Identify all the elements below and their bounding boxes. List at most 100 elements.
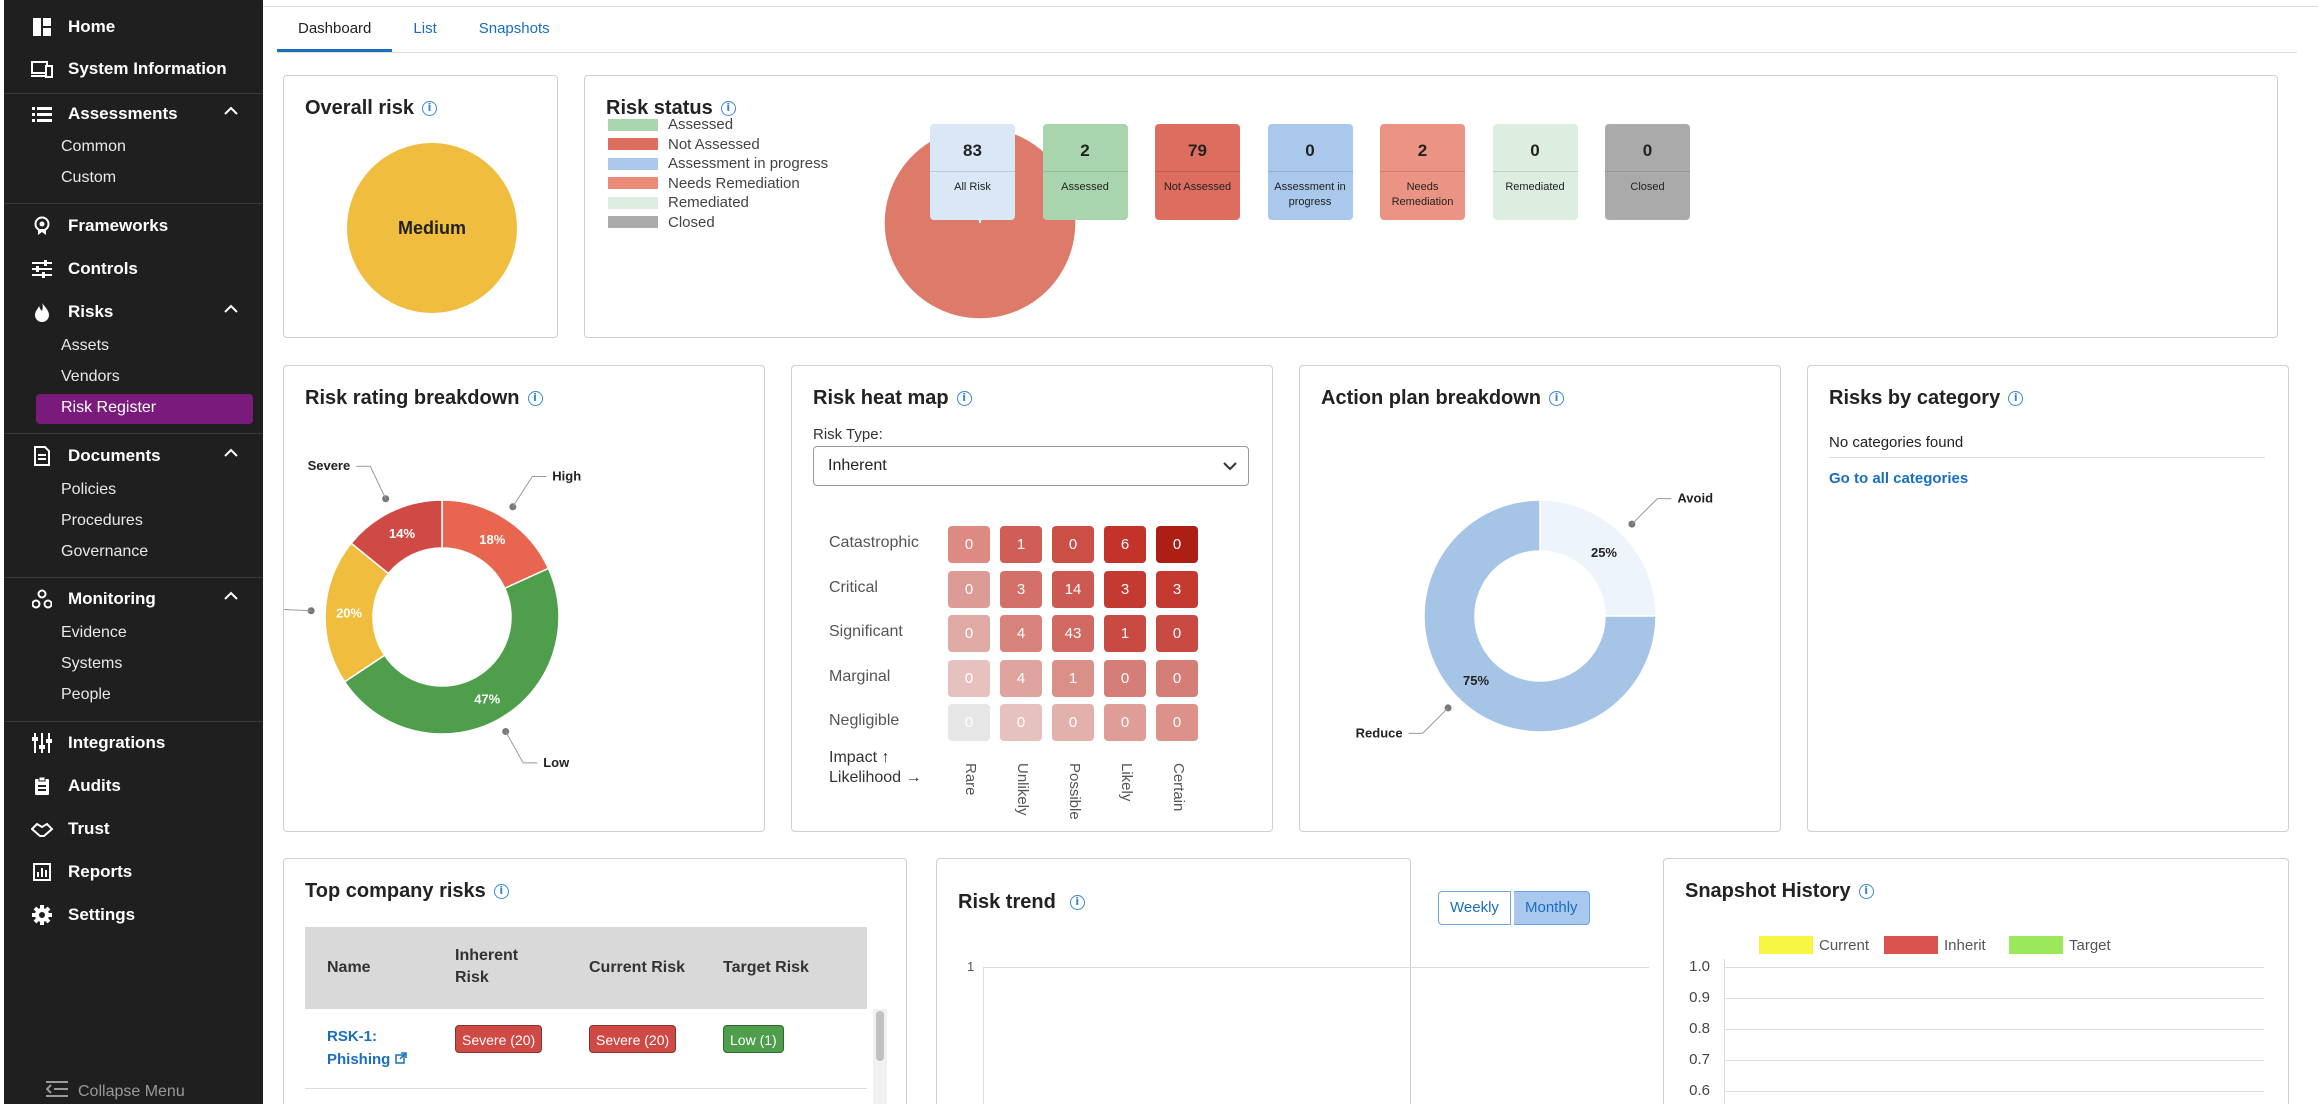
stat-count: 0 [1605, 124, 1690, 172]
heat-cell[interactable]: 4 [1000, 615, 1042, 652]
donut-segment-avoid[interactable] [1539, 499, 1657, 617]
info-icon[interactable]: i [720, 101, 736, 116]
donut-segment-low[interactable] [343, 567, 560, 735]
table-row[interactable]: RSK-1: Phishing Severe (20) Severe (20) … [305, 1009, 867, 1089]
nav-sub-assets[interactable]: Assets [61, 337, 110, 354]
info-icon[interactable]: i [1549, 391, 1565, 406]
heat-cell[interactable]: 0 [948, 704, 990, 741]
nav-integrations[interactable]: Integrations [4, 722, 263, 764]
nav-monitoring[interactable]: Monitoring [4, 578, 263, 620]
go-to-categories-link[interactable]: Go to all categories [1829, 470, 1969, 487]
table-scrollbar[interactable] [873, 1009, 887, 1104]
nav-system-information[interactable]: System Information [4, 48, 263, 90]
heat-cell[interactable]: 0 [1104, 659, 1146, 697]
stat-tile[interactable]: 0 Assessment in progress [1267, 124, 1353, 220]
heat-cell[interactable]: 4 [1000, 659, 1042, 697]
heat-cell[interactable]: 0 [948, 615, 990, 652]
heat-cell[interactable]: 0 [1052, 526, 1094, 563]
info-icon[interactable]: i [421, 101, 437, 116]
chevron-up-icon[interactable] [223, 103, 239, 124]
snapshot-history-title: Snapshot History i [1685, 880, 1874, 903]
stat-label: Remediated [1505, 181, 1565, 193]
heat-cell[interactable]: 0 [1000, 704, 1042, 741]
nav-sub-systems[interactable]: Systems [61, 655, 123, 672]
stat-tile[interactable]: 79 Not Assessed [1155, 124, 1240, 220]
heat-cell[interactable]: 0 [948, 570, 990, 608]
donut-segment-severe[interactable] [350, 499, 443, 575]
col-inherent-risk[interactable]: Inherent Risk [455, 947, 519, 986]
heat-cell[interactable]: 3 [1000, 570, 1042, 608]
legend-item: Not Assessed [608, 136, 760, 153]
stat-tile[interactable]: 0 Remediated [1492, 124, 1578, 220]
heat-cell[interactable]: 0 [1156, 526, 1198, 563]
nav-documents[interactable]: Documents [4, 435, 263, 477]
nav-frameworks[interactable]: Frameworks [4, 205, 263, 247]
stat-tile[interactable]: 83 All Risk [930, 124, 1015, 220]
heat-cell[interactable]: 14 [1052, 570, 1094, 608]
heat-cell[interactable]: 3 [1156, 570, 1198, 608]
heat-cell[interactable]: 0 [948, 659, 990, 697]
heat-cell[interactable]: 0 [1156, 704, 1198, 741]
weekly-toggle[interactable]: Weekly [1438, 891, 1511, 925]
risk-name-link[interactable]: RSK-1: Phishing [327, 1025, 407, 1071]
stat-count: 2 [1380, 124, 1465, 172]
nav-assessments[interactable]: Assessments [4, 93, 263, 135]
heat-cell[interactable]: 3 [1104, 570, 1146, 608]
nav-sub-governance[interactable]: Governance [61, 543, 149, 560]
stat-tile[interactable]: 2 Assessed [1042, 124, 1128, 220]
nav-sub-custom[interactable]: Custom [61, 169, 117, 186]
info-icon[interactable]: i [527, 391, 543, 406]
monthly-toggle[interactable]: Monthly [1514, 891, 1590, 925]
scrollbar-thumb[interactable] [876, 1011, 884, 1061]
nav-reports[interactable]: Reports [4, 851, 263, 893]
nav-settings[interactable]: Settings [4, 894, 263, 936]
stat-tile[interactable]: 0 Closed [1605, 124, 1690, 220]
nav-home[interactable]: Home [4, 6, 263, 48]
nav-risks[interactable]: Risks [4, 291, 263, 333]
collapse-menu-button[interactable]: Collapse Menu [45, 1080, 185, 1103]
info-icon[interactable]: i [2008, 391, 2024, 406]
info-icon[interactable]: i [493, 884, 509, 899]
heat-cell[interactable]: 0 [948, 526, 990, 563]
nav-audits[interactable]: Audits [4, 765, 263, 807]
heat-cell[interactable]: 43 [1052, 615, 1094, 652]
heat-cell[interactable]: 1 [1052, 659, 1094, 697]
nav-sub-procedures[interactable]: Procedures [61, 512, 143, 529]
heat-cell[interactable]: 0 [1104, 704, 1146, 741]
col-current-risk[interactable]: Current Risk [589, 959, 686, 976]
nav-sub-risk-register[interactable]: Risk Register [61, 399, 157, 416]
info-icon[interactable]: i [1858, 884, 1874, 899]
heat-cell[interactable]: 6 [1104, 526, 1146, 563]
heat-cell[interactable]: 1 [1104, 615, 1146, 652]
badge-icon [30, 215, 54, 237]
nav-sub-people[interactable]: People [61, 686, 111, 703]
nav-sub-vendors[interactable]: Vendors [61, 368, 120, 385]
heat-cell[interactable]: 0 [1156, 659, 1198, 697]
info-icon[interactable]: i [1069, 895, 1085, 910]
legend-swatch [608, 118, 658, 131]
chevron-up-icon[interactable] [223, 301, 239, 322]
heat-cell[interactable]: 0 [1156, 615, 1198, 652]
info-icon[interactable]: i [956, 391, 972, 406]
heat-cell[interactable]: 1 [1000, 526, 1042, 563]
stat-tile[interactable]: 2 Needs Remediation [1380, 124, 1465, 220]
tab-dashboard[interactable]: Dashboard [277, 8, 393, 52]
nav-sub-policies[interactable]: Policies [61, 481, 117, 498]
y-tick-label: 0.7 [1689, 1051, 1710, 1068]
nav-controls[interactable]: Controls [4, 248, 263, 290]
nav-trust[interactable]: Trust [4, 808, 263, 850]
risk-status-card: Risk status i Assessed Not Assessed Assessm… [584, 75, 2278, 338]
divider [4, 93, 263, 94]
chevron-up-icon[interactable] [223, 588, 239, 609]
chevron-up-icon[interactable] [223, 445, 239, 466]
col-target-risk[interactable]: Target Risk [723, 959, 809, 976]
donut-segment-reduce[interactable] [1423, 499, 1657, 733]
risk-type-select[interactable]: Inherent [813, 446, 1249, 486]
heat-cell[interactable]: 0 [1052, 704, 1094, 741]
nav-sub-common[interactable]: Common [61, 138, 126, 155]
col-name[interactable]: Name [327, 959, 371, 976]
legend-item: Needs Remediation [608, 175, 800, 192]
nav-sub-evidence[interactable]: Evidence [61, 624, 127, 641]
tab-snapshots[interactable]: Snapshots [478, 20, 550, 37]
tab-list[interactable]: List [413, 20, 437, 37]
